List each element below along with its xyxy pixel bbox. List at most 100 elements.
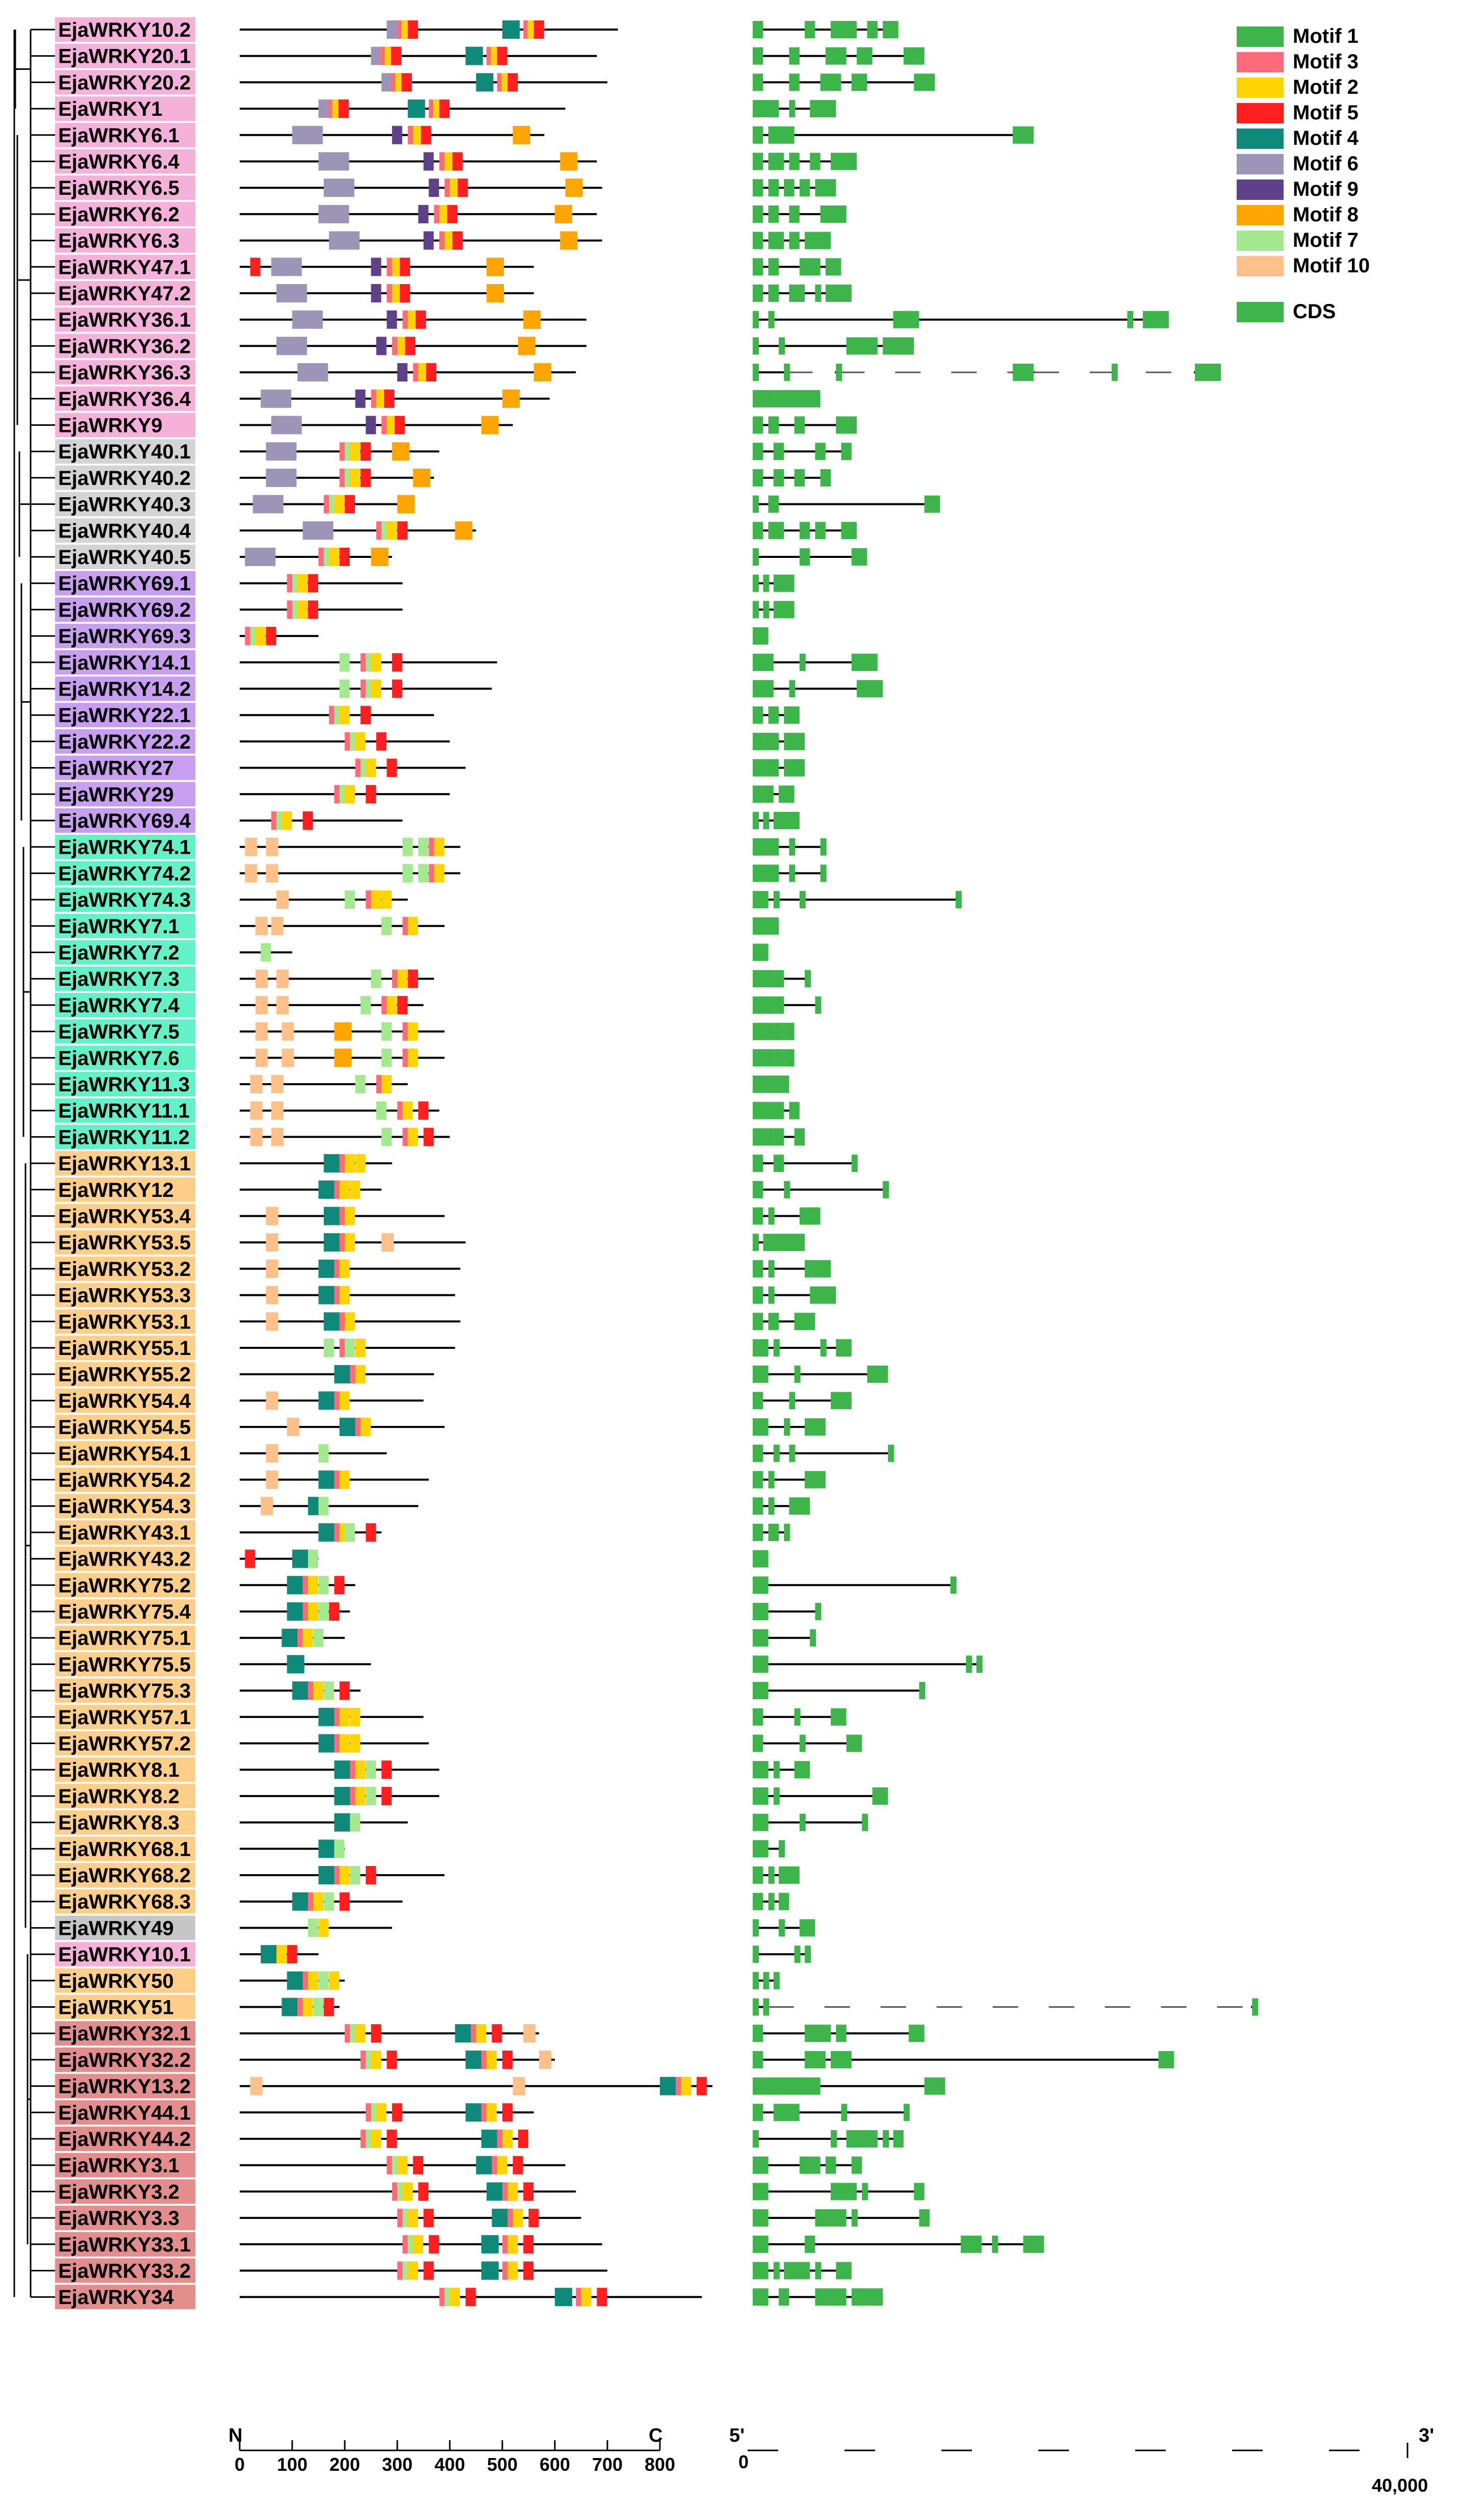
- protein-axis-ticks: 0 100 200 300 400 500 600 700 800: [235, 2440, 675, 2475]
- cds-exon: [768, 152, 784, 170]
- cds-exon: [799, 522, 810, 540]
- gene-group-block: [55, 1573, 195, 1598]
- motif-box-m8: [560, 231, 578, 250]
- motif-box-m10: [266, 864, 278, 883]
- gene-group-block: [55, 2258, 195, 2283]
- gene-name-label: EjaWRKY7.1: [58, 915, 180, 938]
- cds-exon: [805, 21, 815, 38]
- gene-group-block: [55, 1520, 195, 1545]
- cds-exon: [753, 1682, 769, 1700]
- cds-exon: [789, 232, 800, 249]
- cds-exon: [753, 1655, 769, 1673]
- motif-box-m2: [407, 2261, 418, 2280]
- cds-exon: [773, 443, 784, 461]
- motif-box-m2: [407, 1048, 418, 1067]
- cds-exon: [753, 1444, 763, 1462]
- gene-group-block: [55, 755, 195, 780]
- cds-exon: [753, 1102, 774, 1119]
- gene-name-label: EjaWRKY36.3: [58, 362, 191, 384]
- motif-box-m2: [366, 758, 376, 777]
- cds-exon: [773, 891, 780, 909]
- motif-box-m10: [250, 1075, 263, 1093]
- cds-exon: [753, 2209, 769, 2227]
- cds-exon: [753, 1260, 763, 1277]
- cds-exon: [883, 2130, 889, 2147]
- gene-name-label: EjaWRKY75.5: [58, 1653, 191, 1676]
- motif-box-m10: [276, 995, 289, 1014]
- cds-exon: [825, 285, 852, 302]
- motif-box-m5: [518, 2130, 528, 2148]
- cds-exon: [773, 1128, 784, 1146]
- gene-group-block: [55, 2232, 195, 2257]
- motif-box-m5: [423, 2209, 434, 2228]
- motif-box-m5: [366, 1866, 376, 1884]
- cds-exon: [867, 21, 878, 38]
- cds-exon: [768, 1471, 775, 1489]
- cds-exon: [794, 416, 805, 434]
- motif-box-m2: [302, 1628, 313, 1647]
- motif-box-m2: [355, 1760, 366, 1779]
- cds-exon: [768, 258, 779, 276]
- motif-box-m2: [581, 2288, 592, 2307]
- cds-exon: [753, 2130, 759, 2147]
- motif-box-m5: [308, 574, 318, 593]
- motif-box-m4: [282, 1628, 299, 1647]
- motif-box-m4: [476, 73, 494, 92]
- cds-exon: [805, 2235, 815, 2253]
- cds-exon: [825, 47, 847, 65]
- cds-exon: [768, 1523, 779, 1541]
- gene-group-block: [55, 597, 195, 622]
- cds-exon: [820, 469, 831, 487]
- gene-name-label: EjaWRKY11.1: [58, 1100, 190, 1122]
- gene-group-block: [55, 122, 195, 147]
- gene-name-label: EjaWRKY57.1: [58, 1706, 191, 1729]
- cds-exon: [836, 1339, 852, 1357]
- gene-group-block: [55, 940, 195, 965]
- motif-box-m7: [339, 679, 350, 698]
- motif-box-m4: [455, 2024, 473, 2043]
- cds-exon: [825, 2156, 836, 2174]
- gene-group-block: [55, 1889, 195, 1914]
- motif-box-m4: [318, 1180, 336, 1199]
- motif-box-m5: [345, 495, 355, 514]
- cds-exon: [753, 706, 763, 724]
- cds-exon: [753, 548, 759, 566]
- motif-box-m5: [391, 46, 401, 65]
- gene-name-label: EjaWRKY36.2: [58, 335, 191, 357]
- cds-exon: [753, 2077, 821, 2095]
- motif-box-m2: [392, 258, 402, 276]
- cds-exon: [909, 2025, 925, 2042]
- cds-exon: [753, 232, 763, 249]
- cds-exon: [815, 522, 826, 540]
- motif-box-m2: [381, 890, 392, 909]
- gene-name-label: EjaWRKY8.2: [58, 1785, 180, 1808]
- motif-box-m2: [444, 231, 455, 250]
- motif-box-m10: [287, 1418, 299, 1437]
- motif-box-m8: [533, 363, 551, 382]
- motif-box-m2: [308, 1576, 318, 1595]
- motif-box-m6: [271, 258, 302, 276]
- cds-exon: [773, 1049, 784, 1067]
- cds-exon: [799, 258, 821, 276]
- gene-name-label: EjaWRKY1: [58, 98, 163, 120]
- gene-group-block: [55, 465, 195, 490]
- motif-box-m7: [318, 1444, 329, 1463]
- gene-group-block: [55, 1177, 195, 1202]
- cds-exon: [763, 732, 779, 750]
- cds-exon: [820, 1339, 827, 1357]
- motif-box-m7: [355, 1075, 366, 1093]
- cds-exon: [773, 390, 821, 407]
- protein-axis-tick-label: 500: [487, 2454, 518, 2475]
- cds-exon: [810, 152, 821, 170]
- cds-exon: [1013, 364, 1034, 381]
- motif-box-m2: [282, 811, 292, 830]
- cds-exon: [810, 1286, 836, 1304]
- gene-group-block: [55, 1652, 195, 1677]
- gene-name-label: EjaWRKY40.4: [58, 520, 191, 542]
- cds-exon: [753, 1761, 769, 1779]
- motif-box-m2: [487, 2050, 497, 2069]
- cds-exon: [779, 337, 785, 355]
- motif-box-m5: [392, 653, 402, 672]
- cds-exon: [1013, 126, 1034, 144]
- motif-box-m2: [450, 2288, 460, 2307]
